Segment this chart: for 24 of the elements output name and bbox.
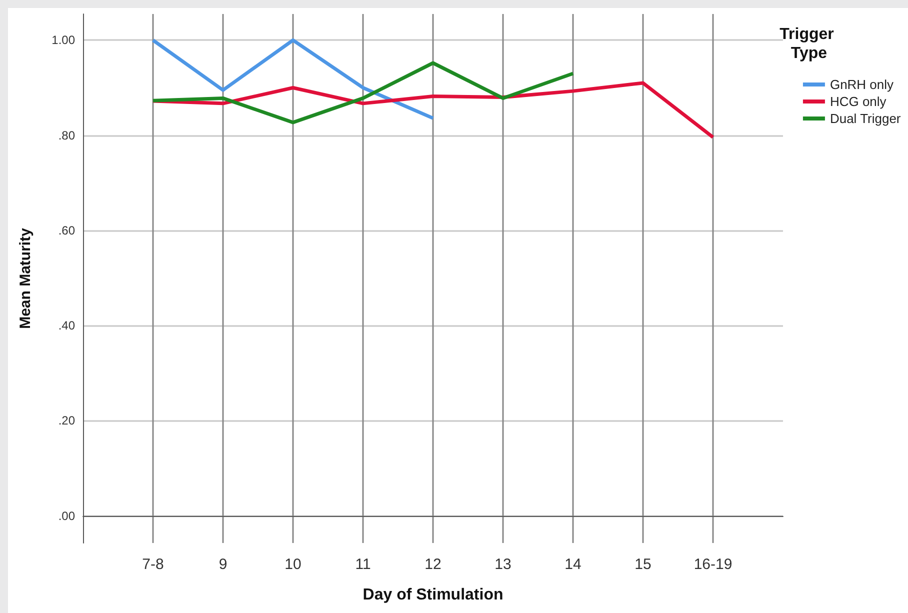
y-tick-label: 1.00 <box>52 33 76 48</box>
y-tick-label: .80 <box>58 128 76 142</box>
legend-label: Dual Trigger <box>830 111 902 126</box>
x-tick-label: 9 <box>218 556 228 573</box>
legend-title: Trigger Type <box>780 26 838 62</box>
line-series <box>151 81 715 139</box>
y-tick-label: .60 <box>58 223 76 238</box>
x-tick-label: 15 <box>634 556 652 573</box>
x-tick-label: 11 <box>355 556 371 573</box>
legend-label: GnRH only <box>830 77 894 92</box>
line-series <box>151 38 435 120</box>
x-tick-label: 16-19 <box>694 556 732 573</box>
y-axis-title: Mean Maturity <box>17 227 34 329</box>
x-tick-label: 14 <box>564 556 582 573</box>
x-axis-title: Day of Stimulation <box>362 586 504 604</box>
x-tick-label: 7-8 <box>142 556 164 573</box>
y-tick-label: .40 <box>58 318 76 333</box>
x-tick-label: 13 <box>494 556 512 573</box>
x-tick-label: 10 <box>284 556 302 573</box>
line-series <box>151 61 575 124</box>
y-tick-label: .00 <box>58 508 76 523</box>
y-tick-label: .20 <box>58 414 76 428</box>
legend-label: HCG only <box>830 94 887 109</box>
x-tick-label: 12 <box>424 556 442 573</box>
